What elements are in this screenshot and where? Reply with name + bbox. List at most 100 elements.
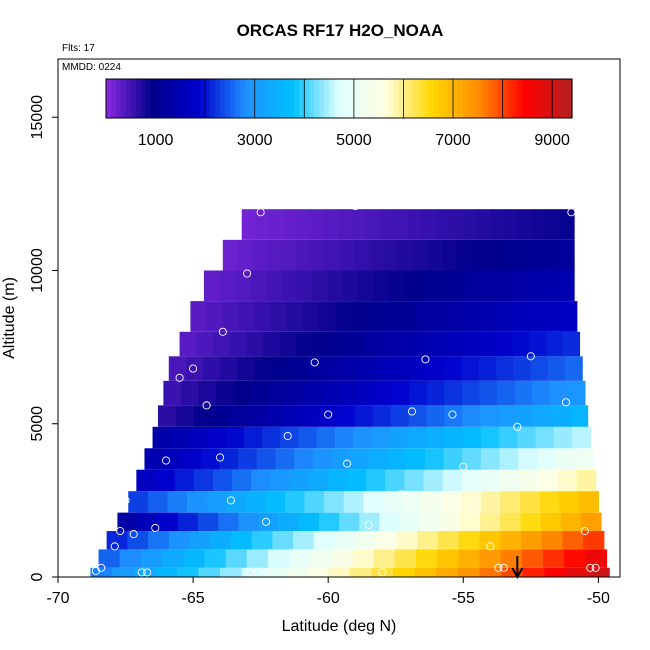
heatmap-cell — [284, 491, 306, 513]
heatmap-cell — [544, 567, 567, 577]
heatmap-cell — [183, 549, 205, 568]
heatmap-cell — [186, 356, 204, 381]
heatmap-cell — [583, 531, 605, 550]
colorbar-segment — [423, 79, 429, 118]
heatmap-cell — [269, 209, 284, 240]
sample-point — [580, 526, 589, 536]
heatmap-cell — [245, 491, 266, 513]
heatmap-cell — [372, 405, 392, 427]
heatmap-cell — [471, 239, 487, 271]
heatmap-cell — [281, 239, 297, 271]
colorbar-segment — [234, 79, 241, 118]
sample-point — [513, 422, 522, 431]
heatmap-cell — [547, 356, 566, 381]
sample-point — [256, 208, 265, 217]
heatmap-cell — [147, 491, 169, 513]
heatmap-cell — [346, 331, 364, 357]
sample-point — [261, 517, 271, 526]
heatmap-cell — [293, 531, 315, 550]
sample-point — [494, 563, 503, 572]
heatmap-cell — [404, 469, 425, 492]
heatmap-cell — [481, 270, 498, 302]
heatmap-cell — [203, 270, 220, 302]
heatmap-cell — [394, 209, 409, 240]
sample-point — [97, 563, 106, 572]
colorbar-segment — [249, 79, 256, 118]
heatmap-cell — [555, 448, 575, 470]
heatmap-cell — [306, 567, 329, 577]
heatmap-cell — [518, 209, 534, 240]
heatmap-cell — [500, 491, 521, 513]
colorbar-segment — [393, 79, 400, 118]
sample-point — [116, 526, 125, 536]
heatmap-cell — [567, 380, 586, 406]
heatmap-cell — [521, 549, 544, 568]
colorbar-segment — [557, 79, 563, 118]
colorbar-segment — [388, 79, 395, 118]
heatmap-cell — [211, 405, 231, 427]
heatmap-cell — [252, 239, 268, 271]
heatmap-cell — [478, 356, 497, 381]
heatmap-cell — [112, 567, 135, 577]
colorbar-segment — [467, 79, 474, 118]
heatmap-cell — [480, 448, 501, 470]
heatmap-cell — [233, 380, 252, 406]
colorbar-segment — [304, 79, 310, 118]
heatmap-cell — [391, 380, 410, 406]
colorbar: 1000 3000 5000 7000 9000 — [105, 78, 573, 149]
heatmap-cell — [152, 426, 172, 449]
heatmap-cell — [549, 380, 568, 406]
colorbar-segment — [448, 79, 454, 118]
colorbar-segment — [522, 79, 528, 118]
sample-point — [572, 450, 581, 459]
heatmap-cell — [319, 301, 336, 332]
heatmap-cell — [535, 426, 555, 449]
heatmap-cell — [350, 448, 370, 470]
x-axis: -70 -65 -60 -55 -50 — [46, 577, 610, 607]
heatmap-cell — [544, 239, 561, 271]
colorbar-segment — [547, 79, 553, 118]
sample-point — [143, 568, 152, 577]
heatmap-cell — [251, 469, 271, 492]
heatmap-cell — [564, 356, 583, 381]
colorbar-segment — [353, 79, 360, 118]
colorbar-segment — [348, 79, 355, 118]
heatmap-cell — [371, 567, 394, 577]
heatmap-cell — [351, 301, 369, 332]
heatmap-cell — [513, 356, 532, 381]
heatmap-cell — [331, 448, 351, 470]
heatmap-cell — [399, 301, 417, 332]
heatmap-cell — [241, 209, 257, 240]
heatmap-cell — [442, 469, 463, 492]
chart-title: ORCAS RF17 H2O_NOAA — [237, 21, 444, 40]
heatmap-cell — [168, 531, 191, 550]
colorbar-segment — [408, 79, 414, 118]
heatmap-cell — [189, 531, 211, 550]
heatmap-cell — [272, 356, 290, 381]
heatmap-cell — [263, 567, 286, 577]
heatmap-cell — [226, 491, 247, 513]
heatmap-cell — [179, 331, 197, 357]
heatmap-cell — [450, 270, 467, 302]
flights-label: Flts: 17 — [62, 43, 95, 54]
sample-point — [397, 490, 406, 499]
heatmap-cell — [368, 448, 389, 470]
heatmap-cell — [266, 239, 282, 271]
colorbar-segment — [373, 79, 380, 118]
colorbar-segment — [398, 79, 405, 118]
heatmap-cell — [366, 469, 386, 492]
heatmap-cell — [327, 270, 344, 302]
colorbar-segment — [274, 79, 281, 118]
heatmap-cell — [578, 491, 599, 513]
heatmap-cell — [176, 567, 200, 577]
heatmap-cell — [304, 491, 325, 513]
heatmap-cell — [496, 270, 513, 302]
heatmap-cell — [234, 270, 251, 302]
sample-point — [216, 453, 225, 462]
heatmap-cell — [480, 426, 500, 449]
heatmap-cell — [98, 549, 121, 568]
heatmap-cell — [402, 491, 423, 513]
heatmap-cell — [500, 512, 522, 532]
heatmap-cell — [373, 549, 396, 568]
heatmap-cell — [298, 512, 320, 532]
